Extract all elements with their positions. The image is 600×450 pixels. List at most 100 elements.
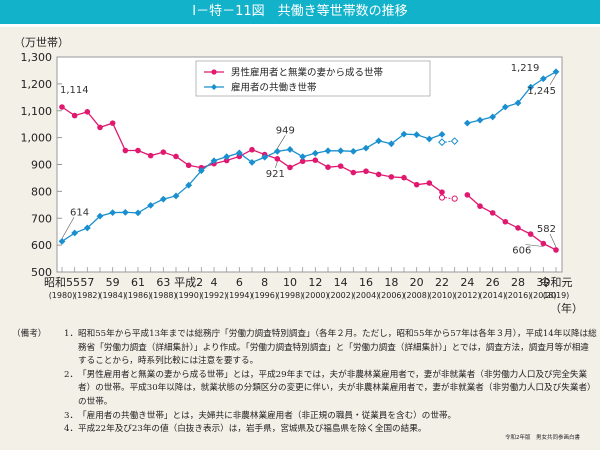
x-tick-year-label: (1990) [175,291,202,300]
data-point [97,124,103,131]
data-point [337,163,344,169]
data-point [477,203,483,209]
y-tick-label: 1,300 [21,51,53,64]
data-label: 614 [70,207,89,218]
data-point [59,104,65,110]
x-tick-year-label: (1986) [125,291,152,300]
data-point [463,119,471,127]
title-divider [0,24,600,27]
x-tick-label: 12 [308,276,322,289]
data-label: 1,245 [527,86,556,97]
hollow-data-point [438,194,446,201]
x-axis: 昭和55 (1980) 57 (1982) 59 (1984) 61 (1986) 63 (198… [44,267,573,300]
note-item: （備考） 1． 昭和55年から平成13年までは総務庁「労働力調査特別調査」（各年… [12,328,597,369]
annotation-leader [61,217,75,239]
data-point [527,231,534,237]
y-tick-label: 900 [31,159,52,172]
x-tick-label: 59 [106,276,120,289]
data-label: 949 [276,125,295,136]
note-number: 1． [64,329,79,339]
x-tick-year-label: (1984) [99,291,126,300]
legend-box [195,60,431,97]
note-number: 3． [64,410,79,421]
data-point [147,201,155,209]
data-point [325,164,331,170]
data-label: 921 [266,169,285,180]
data-point [223,153,231,161]
x-tick-label: 63 [156,276,170,289]
data-point [489,113,497,121]
data-point [387,140,395,148]
data-label: 582 [537,224,556,235]
data-point [96,212,104,220]
data-point [388,174,395,180]
data-point [312,157,319,163]
data-point [350,169,357,176]
note-item: 3． 「雇用者の共働き世帯」とは，夫婦共に非農林業雇用者（非正規の職員・従業員を… [12,410,597,424]
x-tick-label: 30 [536,276,550,289]
x-tick-label: 20 [410,276,424,289]
data-point [109,120,116,126]
data-point [363,168,369,175]
x-tick-year-label: (1996) [251,291,278,300]
data-point [400,130,408,138]
x-tick-label: 10 [283,276,297,289]
data-point [185,162,192,169]
x-tick-label: 6 [236,276,243,289]
data-point [337,147,345,155]
data-point [299,153,307,161]
data-point [173,153,179,160]
x-tick-label: 18 [384,276,398,289]
x-tick-year-label: (2012) [454,291,481,300]
notes-header: （備考） [12,329,47,339]
data-point [84,109,91,115]
x-tick-label: 4 [211,276,218,289]
data-point [249,146,255,153]
data-point [539,75,547,83]
data-point [248,158,256,166]
note-text: 平成22年及び23年の値（白抜き表示）は，岩手県，宮城県及び福島県を除く全国の結… [78,424,427,435]
hollow-data-point [438,138,446,147]
data-point [261,153,269,161]
data-point [109,209,117,217]
data-point [552,68,560,76]
x-tick-year-label: (1982) [74,291,101,300]
x-tick-label: 22 [435,276,449,289]
x-tick-label: 令和元 [540,275,573,289]
x-tick-year-label: (2014) [479,291,506,300]
x-tick-year-label: (2000) [302,291,329,300]
x-tick-label: 28 [511,276,525,289]
x-tick-label: 24 [460,276,474,289]
data-point [438,131,446,138]
y-tick-label: 600 [31,239,52,252]
x-tick-label: 8 [261,276,268,289]
note-item: 2． 「男性雇用者と無業の妻から成る世帯」とは，平成29年までは，夫が非農林業雇… [12,369,597,410]
annotation-leader [275,161,278,168]
x-tick-label: 57 [80,276,94,289]
x-tick-label: 61 [131,276,145,289]
data-point [286,146,294,153]
y-tick-label: 800 [31,185,52,198]
data-point [122,147,129,154]
data-point [223,157,230,164]
y-tick-label: 1,200 [21,78,53,91]
data-point [71,229,79,237]
x-tick-year-label: (1994) [226,291,253,300]
data-point [514,99,522,107]
x-tick-year-label: (2002) [327,291,354,300]
data-point [515,225,521,231]
y-tick-label: 1,000 [21,132,53,145]
data-point [425,135,433,143]
legend-marker-husband-only [211,69,217,75]
hollow-data-point [450,137,459,146]
annotation-leader [549,74,557,85]
data-point [439,189,445,195]
data-point [401,174,407,181]
note-text: 「男性雇用者と無業の妻から成る世帯」とは，平成29年までは，夫が非農林業雇用者で… [78,369,596,407]
x-tick-year-label: (2010) [429,291,456,300]
data-label: 606 [512,246,531,257]
annotation-leader [277,135,286,149]
data-point [349,147,357,155]
annotation-layer: 1,114 614 949 921 1,219 1,245 606 582 [60,63,557,257]
data-point [299,158,306,165]
